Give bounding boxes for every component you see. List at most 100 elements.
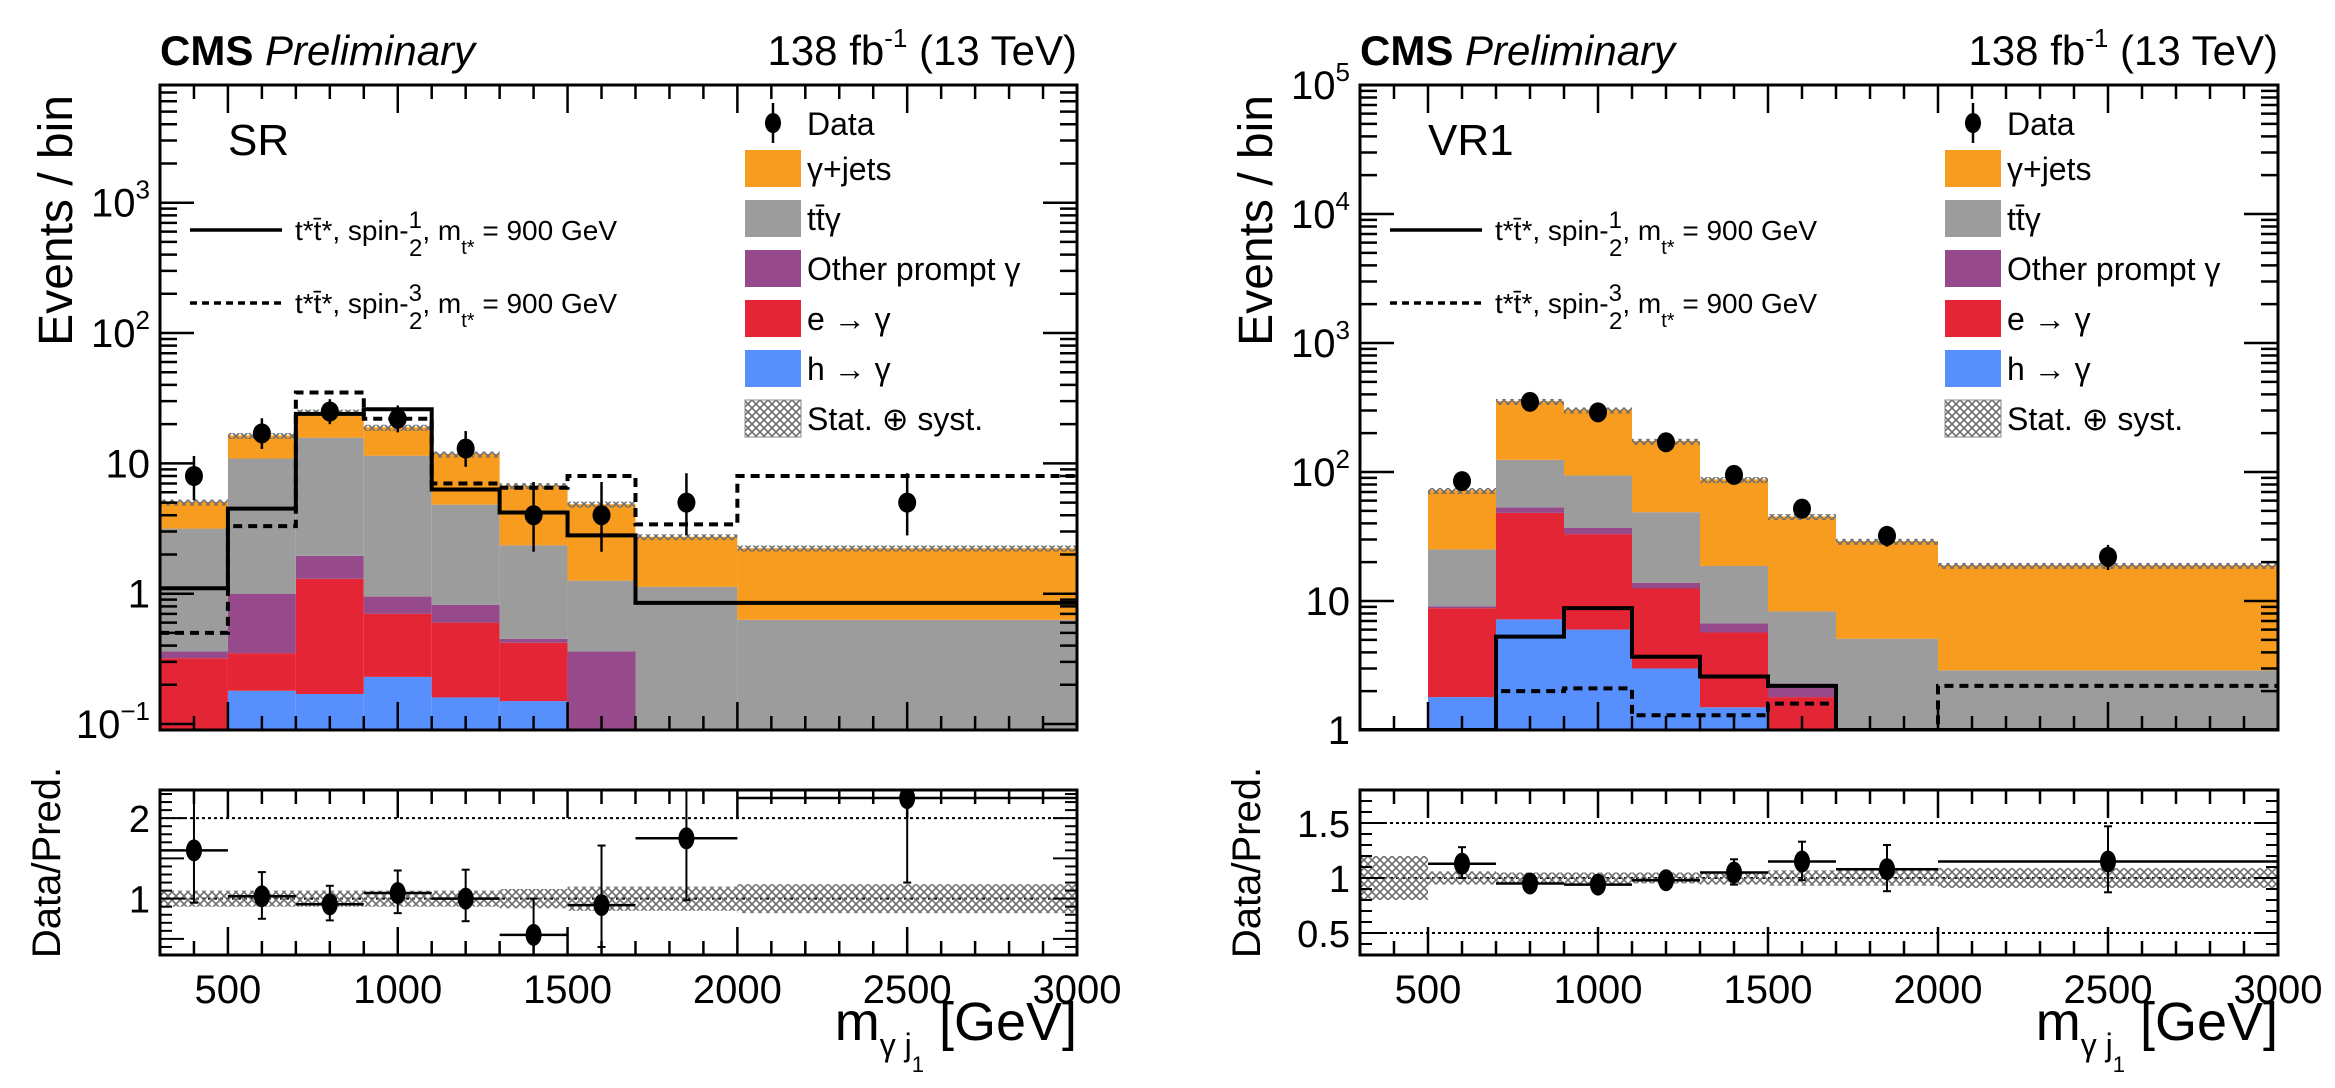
legend-swatch-e_to_gamma xyxy=(745,300,801,337)
ratio-point xyxy=(1794,850,1810,873)
ratio-point xyxy=(2100,850,2116,873)
legend-swatch-gamma_jets xyxy=(1945,150,2001,187)
mass-symbol: , m xyxy=(422,288,461,319)
x-tick-label: 2500 xyxy=(863,968,952,1012)
bar-ttgamma xyxy=(1768,611,1836,684)
data-point xyxy=(1793,498,1811,519)
bar-other_prompt xyxy=(363,596,432,614)
bar-ttgamma xyxy=(295,437,364,556)
legend-swatch-ttgamma xyxy=(1945,200,2001,237)
bar-e_to_gamma xyxy=(431,622,500,698)
bar-e_to_gamma xyxy=(295,578,364,695)
y-tick-label: 10 xyxy=(1306,580,1351,624)
luminosity-label: 138 fb-1 (13 TeV) xyxy=(1968,23,2278,74)
ratio-point xyxy=(389,882,406,905)
data-point xyxy=(252,423,271,444)
y-tick-exponent: 2 xyxy=(1336,444,1350,474)
legend-label-other_prompt: Other prompt γ xyxy=(807,251,1020,287)
legend-label-h_to_gamma: h → γ xyxy=(2007,351,2091,387)
spin-numerator: 1 xyxy=(1609,207,1622,234)
x-label-subscript: γ j xyxy=(880,1027,912,1063)
y-tick-label: 102 xyxy=(91,305,150,356)
region-label: SR xyxy=(228,116,289,165)
y-tick-label: 103 xyxy=(91,175,150,226)
bar-gamma_jets xyxy=(1836,541,1938,639)
legend-swatch-other_prompt xyxy=(745,250,801,287)
data-point xyxy=(1725,464,1743,485)
x-label-subsubscript: 1 xyxy=(912,1052,924,1077)
uncertainty-band xyxy=(737,545,1077,552)
data-point xyxy=(320,401,339,422)
energy-value: (13 TeV) xyxy=(907,27,1077,74)
bar-e_to_gamma xyxy=(363,613,432,677)
y-tick-base: 10 xyxy=(1291,64,1336,108)
bar-e_to_gamma xyxy=(1496,512,1564,620)
spin-numerator: 3 xyxy=(409,280,422,307)
bar-ttgamma xyxy=(1632,512,1700,583)
spin-numerator: 3 xyxy=(1609,280,1622,307)
legend-label-other_prompt: Other prompt γ xyxy=(2007,251,2220,287)
x-tick-label: 2000 xyxy=(693,968,782,1012)
y-tick-exponent: 3 xyxy=(1336,315,1350,345)
mass-subscript: t* xyxy=(1661,237,1675,259)
data-point xyxy=(456,438,475,459)
legend-label-uncertainty: Stat. ⊕ syst. xyxy=(807,401,983,437)
y-tick-exponent: 2 xyxy=(136,305,150,335)
spin-denominator: 2 xyxy=(409,308,422,335)
bar-ttgamma xyxy=(1564,475,1632,528)
ratio-point xyxy=(593,894,610,917)
bar-e_to_gamma xyxy=(1700,632,1768,708)
bar-other_prompt xyxy=(160,651,228,659)
legend-data-marker xyxy=(765,113,781,133)
ratio-point xyxy=(1726,861,1742,884)
legend-label-ttgamma: tt̄γ xyxy=(2007,201,2041,237)
mass-symbol: , m xyxy=(1622,215,1661,246)
main-plot-area xyxy=(1360,391,2278,730)
y-tick-label: 103 xyxy=(1291,315,1350,366)
spin-numerator: 1 xyxy=(409,207,422,234)
ratio-y-tick-label: 1 xyxy=(1329,859,1350,901)
bar-ttgamma xyxy=(431,504,500,605)
region-label: VR1 xyxy=(1428,116,1514,165)
ratio-y-axis-label: Data/Pred. xyxy=(25,767,69,958)
y-tick-exponent: −1 xyxy=(120,696,150,726)
bar-e_to_gamma xyxy=(1428,608,1496,698)
legend-swatch-h_to_gamma xyxy=(1945,350,2001,387)
ratio-point xyxy=(321,893,338,916)
data-point xyxy=(1657,432,1675,453)
ratio-y-tick-label: 1.5 xyxy=(1297,804,1350,846)
main-frame xyxy=(158,83,1079,732)
bar-ttgamma xyxy=(1496,459,1564,508)
bar-e_to_gamma xyxy=(227,653,296,691)
mass-value: = 900 GeV xyxy=(1675,215,1818,246)
legend-swatch-uncertainty xyxy=(1944,399,2002,438)
ratio-plot-area xyxy=(1360,822,2278,934)
cms-label: CMS Preliminary xyxy=(160,27,478,74)
luminosity-label: 138 fb-1 (13 TeV) xyxy=(767,23,1077,74)
mass-value: = 900 GeV xyxy=(475,215,618,246)
ratio-y-tick-label: 1 xyxy=(129,880,150,922)
ratio-y-axis-label: Data/Pred. xyxy=(1225,767,1269,958)
y-tick-exponent: 3 xyxy=(136,175,150,205)
legend-data-label: Data xyxy=(807,106,875,142)
y-tick-base: 10 xyxy=(91,182,136,226)
main-frame xyxy=(1358,83,2280,732)
cms-logo-text: CMS xyxy=(160,27,253,74)
bar-other_prompt xyxy=(295,555,364,579)
bar-gamma_jets xyxy=(737,548,1077,620)
y-tick-base: 10 xyxy=(1306,580,1351,624)
y-axis-label: Events / bin xyxy=(1230,95,1283,346)
y-tick-label: 1 xyxy=(128,573,150,617)
bar-e_to_gamma xyxy=(499,642,568,702)
y-tick-exponent: 5 xyxy=(1336,57,1350,87)
bar-gamma_jets xyxy=(635,536,738,587)
ratio-point xyxy=(899,790,916,810)
mass-subscript: t* xyxy=(1661,310,1675,332)
x-axis-label: mγ j1 [GeV] xyxy=(2036,992,2278,1077)
legend-label-gamma_jets: γ+jets xyxy=(807,151,891,187)
signal-name: t*t̄*, spin- xyxy=(1495,288,1609,319)
preliminary-text: Preliminary xyxy=(265,27,478,74)
ratio-frame xyxy=(158,788,1079,957)
y-tick-label: 102 xyxy=(1291,444,1350,495)
